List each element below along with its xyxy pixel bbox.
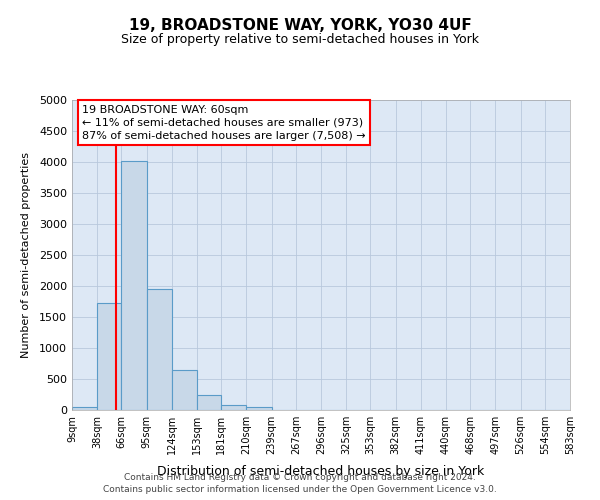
Text: 19, BROADSTONE WAY, YORK, YO30 4UF: 19, BROADSTONE WAY, YORK, YO30 4UF xyxy=(128,18,472,32)
Text: Size of property relative to semi-detached houses in York: Size of property relative to semi-detach… xyxy=(121,32,479,46)
Text: 19 BROADSTONE WAY: 60sqm
← 11% of semi-detached houses are smaller (973)
87% of : 19 BROADSTONE WAY: 60sqm ← 11% of semi-d… xyxy=(82,104,365,141)
Bar xyxy=(221,405,247,410)
Bar xyxy=(72,407,97,410)
Bar xyxy=(197,395,221,410)
Bar xyxy=(97,302,121,410)
X-axis label: Distribution of semi-detached houses by size in York: Distribution of semi-detached houses by … xyxy=(157,466,485,478)
Bar xyxy=(172,370,197,410)
Y-axis label: Number of semi-detached properties: Number of semi-detached properties xyxy=(20,152,31,358)
Text: Contains public sector information licensed under the Open Government Licence v3: Contains public sector information licen… xyxy=(103,484,497,494)
Bar xyxy=(247,407,272,410)
Bar xyxy=(146,289,172,410)
Bar xyxy=(121,161,146,410)
Text: Contains HM Land Registry data © Crown copyright and database right 2024.: Contains HM Land Registry data © Crown c… xyxy=(124,473,476,482)
